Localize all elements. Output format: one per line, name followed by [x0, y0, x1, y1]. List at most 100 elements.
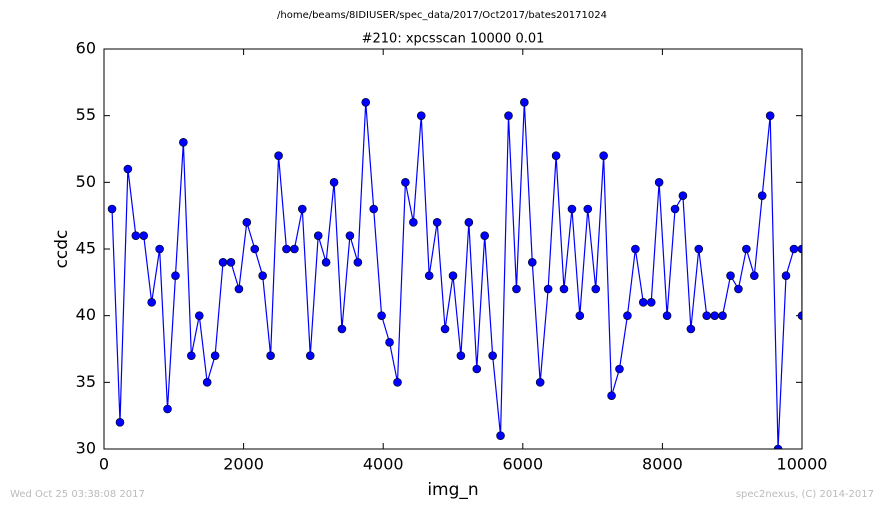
y-tick-label: 40: [76, 305, 96, 324]
data-point: [520, 98, 529, 107]
data-point: [694, 244, 704, 254]
y-tick-label: 30: [76, 439, 96, 458]
data-point: [678, 191, 688, 200]
data-point: [575, 311, 585, 320]
y-tick-label: 45: [76, 239, 96, 258]
data-point: [218, 258, 228, 267]
data-point: [171, 271, 180, 280]
data-point: [686, 324, 696, 334]
data-point: [377, 311, 386, 320]
data-point: [282, 244, 291, 254]
data-point: [123, 164, 133, 174]
data-point: [472, 364, 482, 374]
data-point: [187, 351, 196, 360]
data-point: [274, 151, 283, 160]
x-tick-label: 8000: [642, 455, 683, 474]
data-point: [202, 378, 212, 387]
x-tick-label: 0: [99, 455, 109, 474]
data-point: [409, 218, 418, 227]
data-point: [401, 178, 410, 187]
data-point: [329, 178, 339, 187]
y-axis-label: ccdc: [52, 230, 72, 269]
data-point: [488, 351, 497, 360]
data-point: [527, 258, 537, 267]
data-point: [710, 311, 719, 320]
data-point: [662, 311, 672, 320]
data-point: [773, 444, 783, 449]
data-point: [512, 284, 521, 294]
plot-frame: [103, 48, 803, 450]
data-point: [535, 378, 545, 387]
data-point: [305, 351, 315, 360]
data-point: [599, 151, 608, 160]
y-tick-label: 35: [76, 372, 96, 391]
data-point: [734, 284, 743, 294]
data-point: [654, 178, 664, 187]
data-point: [750, 271, 759, 280]
data-point: [781, 271, 791, 280]
data-point: [670, 204, 680, 214]
data-point: [504, 111, 513, 120]
data-point: [258, 271, 267, 280]
data-point: [345, 231, 355, 240]
data-point: [718, 311, 727, 320]
data-point: [290, 244, 299, 254]
data-point: [559, 284, 569, 294]
x-axis-label: img_n: [427, 480, 478, 500]
data-point: [353, 258, 363, 267]
x-tick-label: 6000: [502, 455, 543, 474]
data-point: [321, 258, 331, 267]
data-point: [194, 311, 204, 320]
data-point: [234, 284, 244, 294]
data-point: [298, 204, 307, 214]
data-point: [464, 218, 474, 227]
data-point: [107, 204, 117, 214]
data-point: [757, 191, 767, 200]
data-point: [139, 231, 149, 240]
data-point: [131, 231, 141, 240]
data-point: [242, 218, 252, 227]
data-point: [266, 351, 275, 360]
data-point: [567, 204, 577, 214]
data-point: [797, 311, 802, 320]
data-point: [432, 218, 442, 227]
chart-title: #210: xpcsscan 10000 0.01: [362, 32, 545, 47]
data-point: [313, 231, 323, 240]
data-point: [163, 404, 172, 414]
data-point: [615, 364, 624, 374]
data-point: [369, 204, 379, 214]
x-tick-label: 4000: [363, 455, 404, 474]
data-point: [361, 98, 371, 107]
y-tick-label: 60: [76, 39, 96, 58]
data-point: [789, 244, 799, 254]
data-point: [147, 298, 156, 307]
data-point: [337, 324, 347, 334]
x-tick-label: 2000: [223, 455, 264, 474]
data-point: [702, 311, 712, 320]
data-point: [583, 204, 593, 214]
data-point: [726, 271, 735, 280]
data-point: [496, 431, 505, 440]
data-point: [210, 351, 220, 360]
suptitle: /home/beams/8IDIUSER/spec_data/2017/Oct2…: [277, 10, 607, 21]
data-point: [591, 284, 601, 294]
data-point: [742, 244, 751, 254]
data-point: [440, 324, 450, 334]
timestamp: Wed Oct 25 03:38:08 2017: [10, 489, 145, 500]
data-point: [385, 338, 394, 347]
y-tick-label: 50: [76, 172, 96, 191]
data-point: [448, 271, 458, 280]
data-point: [393, 378, 402, 387]
data-point: [543, 284, 553, 294]
data-point: [456, 351, 466, 360]
data-point: [480, 231, 489, 240]
data-point: [424, 271, 434, 280]
data-point: [179, 138, 188, 147]
credit: spec2nexus, (C) 2014-2017: [736, 489, 874, 500]
data-point: [115, 418, 125, 427]
data-point: [551, 151, 561, 160]
data-point: [607, 391, 616, 400]
data-point: [416, 111, 426, 120]
